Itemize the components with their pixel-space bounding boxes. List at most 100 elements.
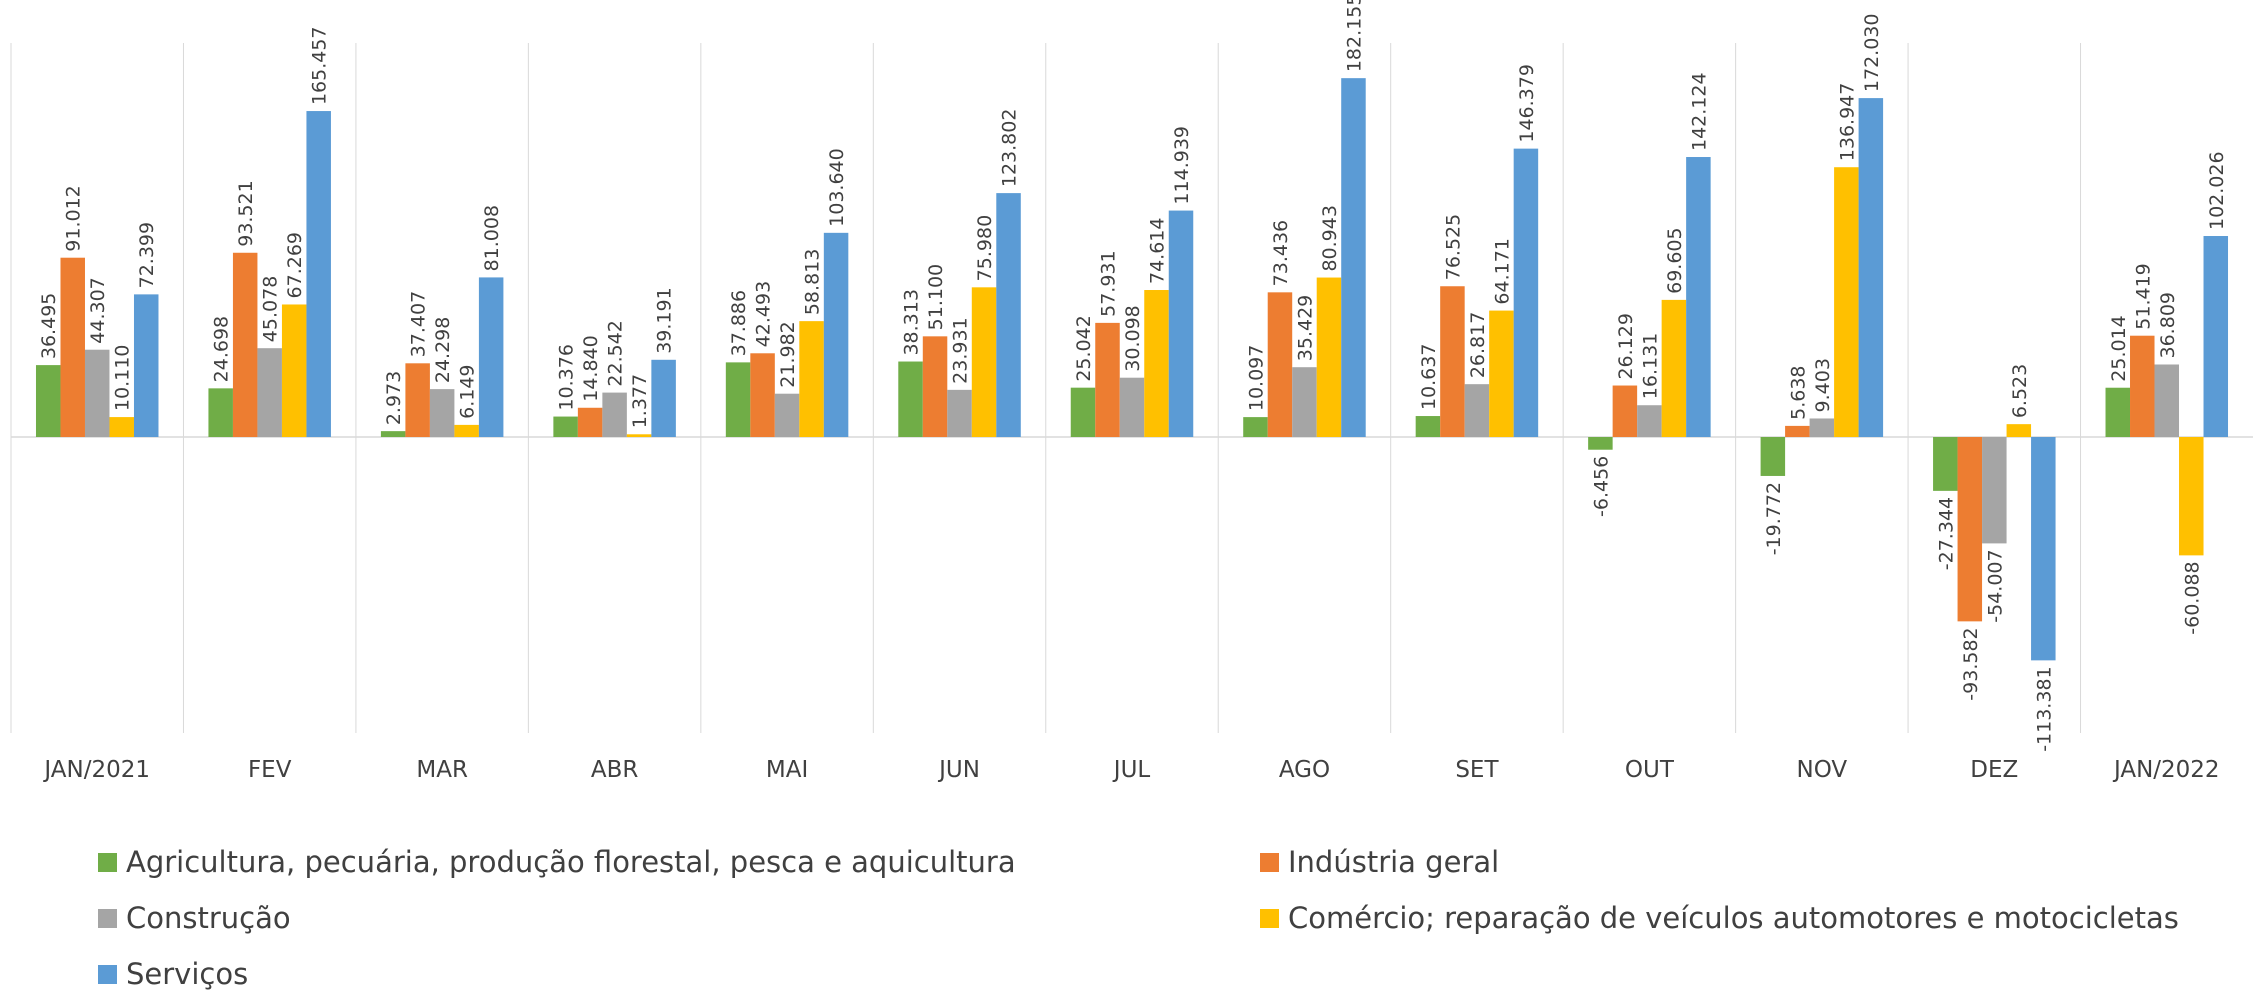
data-label: 10.637 bbox=[1418, 344, 1440, 410]
data-label: 16.131 bbox=[1639, 333, 1661, 399]
bar bbox=[1785, 425, 1810, 437]
bar bbox=[1243, 417, 1268, 437]
bar bbox=[922, 336, 948, 437]
data-label: 123.802 bbox=[999, 109, 1021, 188]
data-label: 93.521 bbox=[235, 180, 257, 246]
data-label: 165.457 bbox=[309, 26, 331, 105]
data-label: 1.377 bbox=[629, 374, 651, 428]
bar bbox=[1957, 437, 1983, 622]
bar bbox=[1464, 384, 1490, 437]
legend-swatch bbox=[1260, 853, 1279, 872]
data-label: 64.171 bbox=[1491, 238, 1513, 304]
bar bbox=[823, 232, 849, 437]
data-label: -54.007 bbox=[1984, 549, 2006, 622]
bar bbox=[380, 431, 406, 437]
bar bbox=[1933, 437, 1958, 491]
bar bbox=[1834, 167, 1859, 437]
bar bbox=[208, 388, 233, 437]
data-label: 38.313 bbox=[901, 289, 923, 355]
x-tick-label: MAI bbox=[766, 757, 808, 783]
data-label: 9.403 bbox=[1812, 358, 1834, 412]
bar bbox=[2203, 236, 2229, 437]
bar bbox=[281, 304, 307, 437]
bar bbox=[1168, 210, 1194, 437]
bar bbox=[1982, 437, 2007, 544]
bar bbox=[651, 359, 676, 437]
bar bbox=[1760, 437, 1786, 476]
bar bbox=[1267, 292, 1293, 437]
data-label: 42.493 bbox=[753, 281, 775, 347]
data-label: 73.436 bbox=[1270, 220, 1292, 286]
bar bbox=[84, 349, 110, 437]
data-label: 25.014 bbox=[2108, 315, 2130, 381]
bar bbox=[577, 407, 603, 437]
bar bbox=[306, 111, 331, 437]
data-label: 67.269 bbox=[284, 232, 306, 298]
bar bbox=[257, 348, 282, 437]
bar bbox=[725, 362, 751, 437]
x-tick-label: MAR bbox=[416, 757, 468, 783]
x-tick-label: SET bbox=[1455, 757, 1499, 783]
x-tick-label: NOV bbox=[1797, 757, 1848, 783]
bar bbox=[1588, 437, 1613, 450]
bar bbox=[2154, 364, 2180, 437]
bar bbox=[971, 287, 997, 437]
bar bbox=[2105, 387, 2131, 437]
data-label: 37.407 bbox=[408, 291, 430, 357]
bar bbox=[60, 257, 85, 437]
bar bbox=[898, 361, 923, 437]
bar bbox=[478, 277, 504, 437]
data-label: 44.307 bbox=[87, 277, 109, 343]
bar bbox=[1292, 367, 1317, 437]
data-label: -93.582 bbox=[1960, 627, 1982, 700]
data-label: 103.640 bbox=[826, 148, 848, 227]
data-label: 45.078 bbox=[260, 276, 282, 342]
legend-label: Construção bbox=[126, 901, 291, 935]
bar bbox=[35, 365, 61, 437]
legend-swatch bbox=[1260, 909, 1279, 928]
x-tick-label: JAN/2022 bbox=[2112, 757, 2220, 783]
data-label: 76.525 bbox=[1442, 214, 1464, 280]
bar bbox=[2130, 335, 2155, 437]
data-label: 39.191 bbox=[654, 287, 676, 353]
data-label: 136.947 bbox=[1836, 83, 1858, 162]
bar bbox=[1612, 385, 1638, 437]
data-label: 24.298 bbox=[432, 317, 454, 383]
data-label: 36.809 bbox=[2157, 292, 2179, 358]
bar bbox=[109, 417, 134, 437]
data-label: 74.614 bbox=[1147, 218, 1169, 284]
data-label: 35.429 bbox=[1294, 295, 1316, 361]
bar bbox=[1070, 387, 1096, 437]
bar bbox=[2179, 437, 2204, 556]
data-label: 114.939 bbox=[1171, 126, 1193, 205]
bar bbox=[750, 353, 775, 437]
data-label: 10.097 bbox=[1245, 345, 1267, 411]
bar bbox=[133, 294, 159, 437]
data-label: 80.943 bbox=[1319, 205, 1341, 271]
data-label: 37.886 bbox=[728, 290, 750, 356]
legend-label: Serviços bbox=[126, 957, 248, 991]
data-label: 51.100 bbox=[925, 264, 947, 330]
bar bbox=[1119, 377, 1145, 437]
x-tick-label: ABR bbox=[591, 757, 639, 783]
bar bbox=[774, 393, 800, 437]
data-label: 26.129 bbox=[1615, 313, 1637, 379]
bar bbox=[1144, 290, 1169, 437]
data-label: -60.088 bbox=[2181, 561, 2203, 634]
bar bbox=[1415, 416, 1441, 437]
bar bbox=[405, 363, 430, 437]
x-tick-label: OUT bbox=[1625, 757, 1675, 783]
data-label: 91.012 bbox=[63, 185, 85, 251]
legend-swatch bbox=[98, 965, 117, 984]
data-label: 51.419 bbox=[2132, 263, 2154, 329]
data-label: 6.149 bbox=[457, 364, 479, 418]
data-label: 2.973 bbox=[383, 371, 405, 425]
data-label: 81.008 bbox=[481, 205, 503, 271]
legend-label: Agricultura, pecuária, produção floresta… bbox=[126, 845, 1016, 879]
data-label: 24.698 bbox=[211, 316, 233, 382]
data-label: 6.523 bbox=[2009, 364, 2031, 418]
x-tick-label: DEZ bbox=[1970, 757, 2018, 783]
data-label: 146.379 bbox=[1516, 64, 1538, 143]
bar bbox=[1489, 310, 1514, 437]
